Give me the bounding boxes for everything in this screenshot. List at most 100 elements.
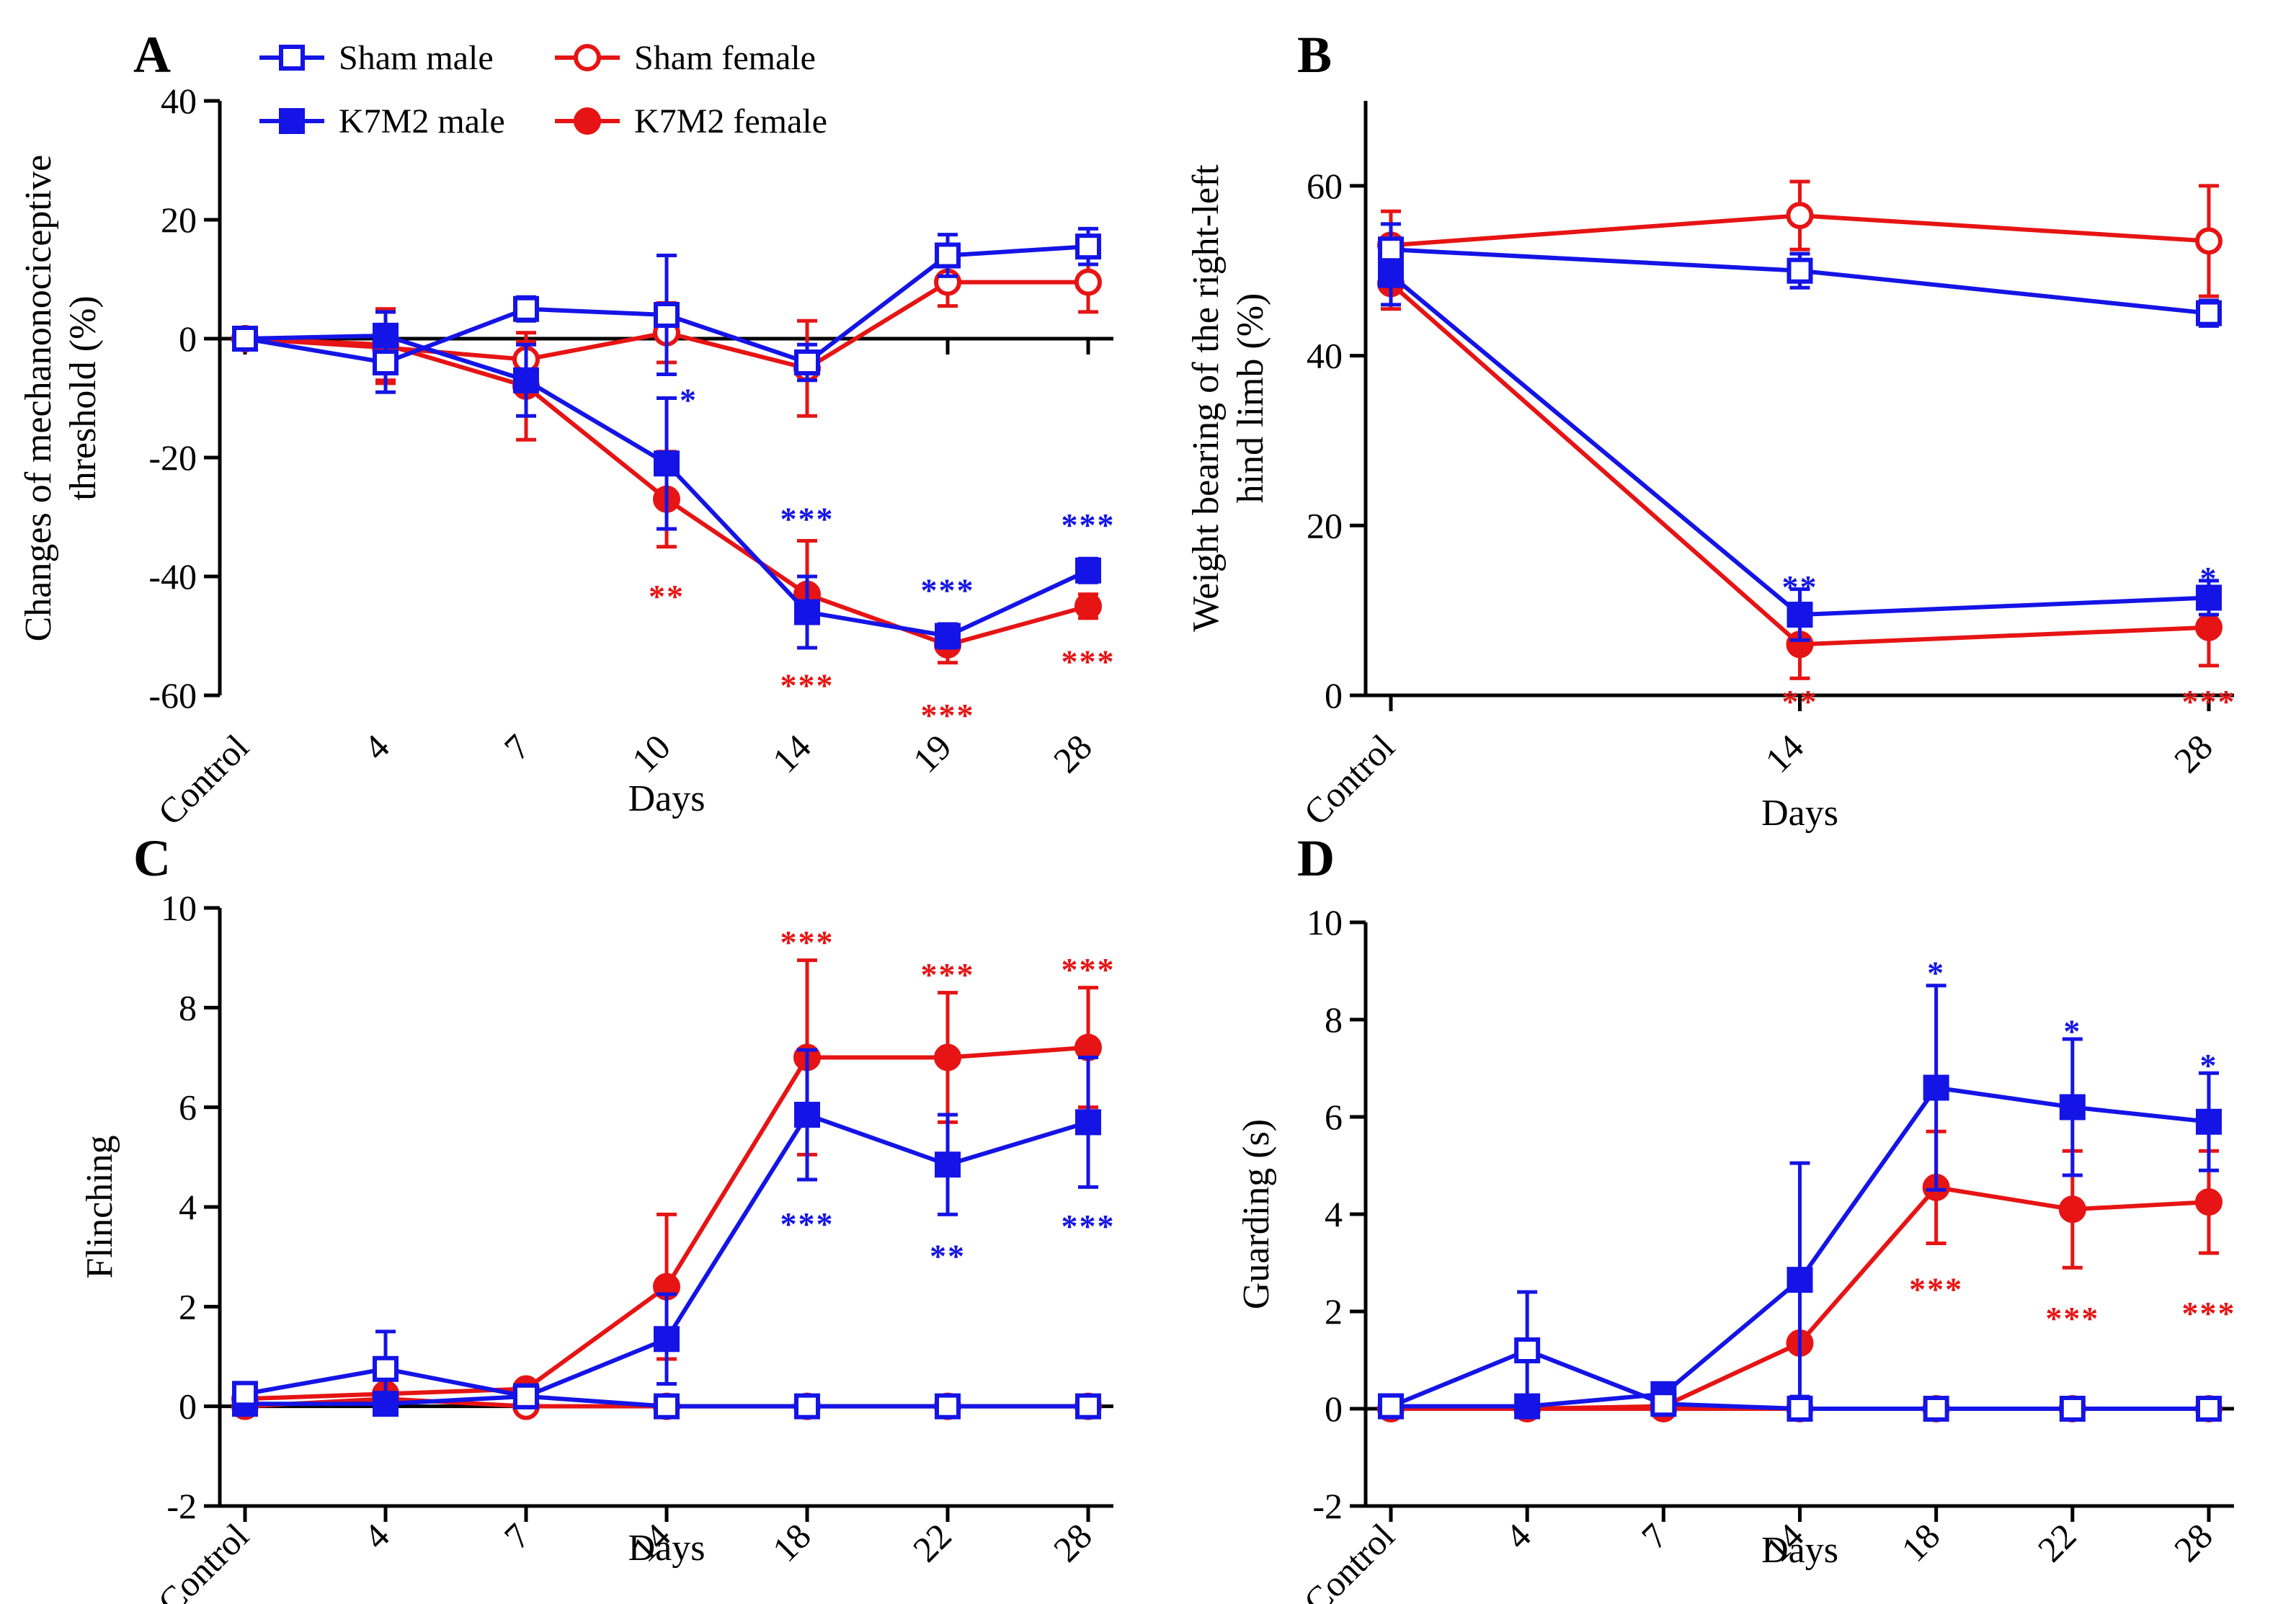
y-tick-label: 10	[161, 888, 197, 928]
data-point	[935, 1393, 961, 1420]
data-point	[232, 326, 258, 352]
data-point	[2196, 584, 2222, 611]
data-point	[1075, 557, 1101, 584]
y-tick-label: 40	[1307, 336, 1343, 376]
y-axis-title: Weight bearing of the right-lefthind lim…	[1185, 164, 1271, 632]
y-tick-label: 10	[1307, 902, 1343, 943]
y-tick-label: 20	[1307, 505, 1343, 545]
data-point	[794, 349, 820, 375]
legend-label: K7M2 male	[339, 102, 505, 141]
legend-marker	[574, 107, 601, 135]
data-point	[1923, 1074, 1949, 1101]
series-sham-male	[1378, 222, 2222, 328]
y-tick-label: -2	[166, 1486, 197, 1526]
data-point	[2195, 1188, 2222, 1216]
data-point	[935, 623, 961, 649]
data-point	[373, 1355, 399, 1382]
panel-letter-C: C	[133, 829, 171, 887]
data-point	[654, 302, 680, 328]
data-point	[2195, 227, 2222, 255]
significance-label: ***	[921, 697, 975, 734]
y-tick-label: 2	[179, 1286, 197, 1327]
data-point	[1075, 1393, 1101, 1420]
y-axis-title: Flinching	[79, 1135, 120, 1278]
legend: Sham male Sham female K7M2 male K7M2 female	[259, 39, 827, 141]
legend-label: Sham female	[634, 39, 816, 77]
data-point	[1923, 1396, 1949, 1422]
data-point	[513, 295, 539, 322]
data-point	[1786, 202, 1814, 230]
data-point	[654, 1393, 680, 1420]
y-tick-label: -60	[148, 675, 197, 716]
y-tick-label: -20	[148, 437, 197, 478]
legend-marker	[279, 108, 305, 134]
data-point	[1378, 1393, 1404, 1420]
y-axis-title: Guarding (s)	[1236, 1119, 1277, 1309]
legend-entry: K7M2 male	[259, 102, 505, 141]
data-point	[1075, 1109, 1101, 1136]
significance-label: *	[1927, 955, 1945, 992]
data-point	[373, 349, 399, 375]
data-point	[794, 1393, 820, 1420]
data-point	[1786, 602, 1813, 628]
significance-label: **	[930, 1238, 966, 1275]
significance-label: *	[2063, 1013, 2081, 1050]
data-point	[2059, 1396, 2086, 1422]
data-point	[2196, 1108, 2222, 1135]
data-point	[1074, 268, 1102, 296]
significance-label: ***	[1062, 951, 1116, 988]
significance-label: ***	[2045, 1300, 2099, 1337]
x-axis-title: Days	[628, 1528, 706, 1569]
data-point	[2196, 1396, 2222, 1422]
y-tick-label: 8	[1325, 999, 1343, 1040]
data-point	[513, 1383, 539, 1409]
significance-label: **	[649, 578, 685, 615]
significance-label: ***	[2182, 1295, 2236, 1332]
data-point	[232, 1381, 258, 1407]
y-tick-label: 60	[1307, 166, 1343, 206]
panel-letter-A: A	[133, 26, 171, 84]
data-point	[794, 1102, 820, 1128]
significance-label: ***	[2182, 683, 2236, 720]
data-point	[1074, 592, 1102, 620]
data-point	[935, 1151, 961, 1178]
significance-label: ***	[921, 572, 975, 609]
x-axis-title: Days	[1761, 793, 1838, 834]
panel-letter-D: D	[1297, 829, 1335, 887]
data-point	[1074, 1033, 1102, 1061]
panel-letter-B: B	[1297, 26, 1332, 84]
data-point	[1514, 1337, 1541, 1363]
y-tick-label: 0	[179, 318, 197, 359]
significance-label: **	[1782, 683, 1818, 720]
y-axis-title-line: Flinching	[79, 1135, 120, 1278]
significance-label: *	[2200, 1047, 2218, 1084]
legend-label: K7M2 female	[634, 102, 827, 141]
data-point	[1786, 1396, 1813, 1422]
significance-label: ***	[1062, 507, 1116, 543]
significance-label: *	[680, 382, 698, 419]
significance-label: ***	[1909, 1270, 1963, 1307]
x-axis-title: Days	[1761, 1530, 1838, 1571]
data-point	[934, 1043, 961, 1071]
y-tick-label: 0	[1325, 675, 1343, 716]
data-point	[2196, 300, 2222, 326]
legend-entry: Sham female	[555, 39, 816, 77]
legend-entry: Sham male	[259, 39, 494, 77]
data-point	[2058, 1195, 2086, 1224]
y-tick-label: 4	[1325, 1194, 1343, 1234]
data-point	[1786, 1267, 1813, 1293]
significance-label: *	[2200, 560, 2218, 597]
y-axis-title-line: Changes of mechanonociceptive	[18, 155, 59, 642]
y-tick-label: 20	[161, 200, 197, 240]
y-tick-label: 8	[179, 987, 197, 1028]
data-point	[1378, 236, 1404, 263]
series-sham-male	[1378, 1290, 2222, 1422]
y-tick-label: -2	[1312, 1486, 1343, 1526]
data-point	[2195, 613, 2222, 641]
y-axis-title: Changes of mechanonociceptivethreshold (…	[18, 155, 104, 642]
y-tick-label: 0	[1325, 1389, 1343, 1429]
significance-label: ***	[1062, 643, 1116, 680]
